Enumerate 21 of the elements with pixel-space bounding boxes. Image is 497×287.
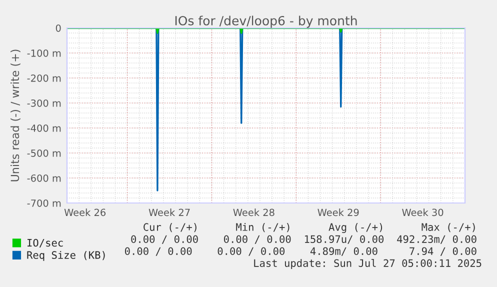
y-tick-label: 0 (56, 24, 61, 32)
y-tick-label: -400 m (27, 124, 61, 132)
y-tick-label: -100 m (27, 49, 61, 57)
text: 0.00 / 0.00 0.00 / 0.00 158.97u/ 0.00 492.23m/ 0.00 (131, 235, 476, 244)
x-tick-label: Week 26 (64, 208, 106, 216)
chart-title: IOs for /dev/loop6 - by month (175, 16, 357, 28)
x-tick-label: Week 27 (148, 208, 190, 216)
text: Last update: Sun Jul 27 05:00:11 2025 (254, 259, 482, 269)
y-tick-label: -200 m (27, 74, 61, 82)
x-tick-label: Week 30 (402, 208, 444, 216)
y-tick-label: -500 m (27, 149, 61, 157)
y-tick-label: -700 m (27, 199, 61, 207)
y-tick-label: -300 m (27, 99, 61, 107)
legend-label: IO/sec (28, 238, 63, 248)
y-tick-label: -600 m (27, 174, 61, 182)
x-tick-label: Week 28 (233, 208, 274, 216)
y-axis-title: Units read (-) / write (+) (10, 50, 20, 182)
text: Cur (-/+) Min (-/+) Avg (-/+) Max (-/+) (144, 222, 475, 234)
text: 0.00 / 0.00 0.00 / 0.00 4.89m/ 0.00 7.94 / 0.00 (124, 247, 476, 256)
legend-label: Req Size (KB) (27, 250, 105, 261)
x-tick-label: Week 29 (318, 208, 359, 216)
